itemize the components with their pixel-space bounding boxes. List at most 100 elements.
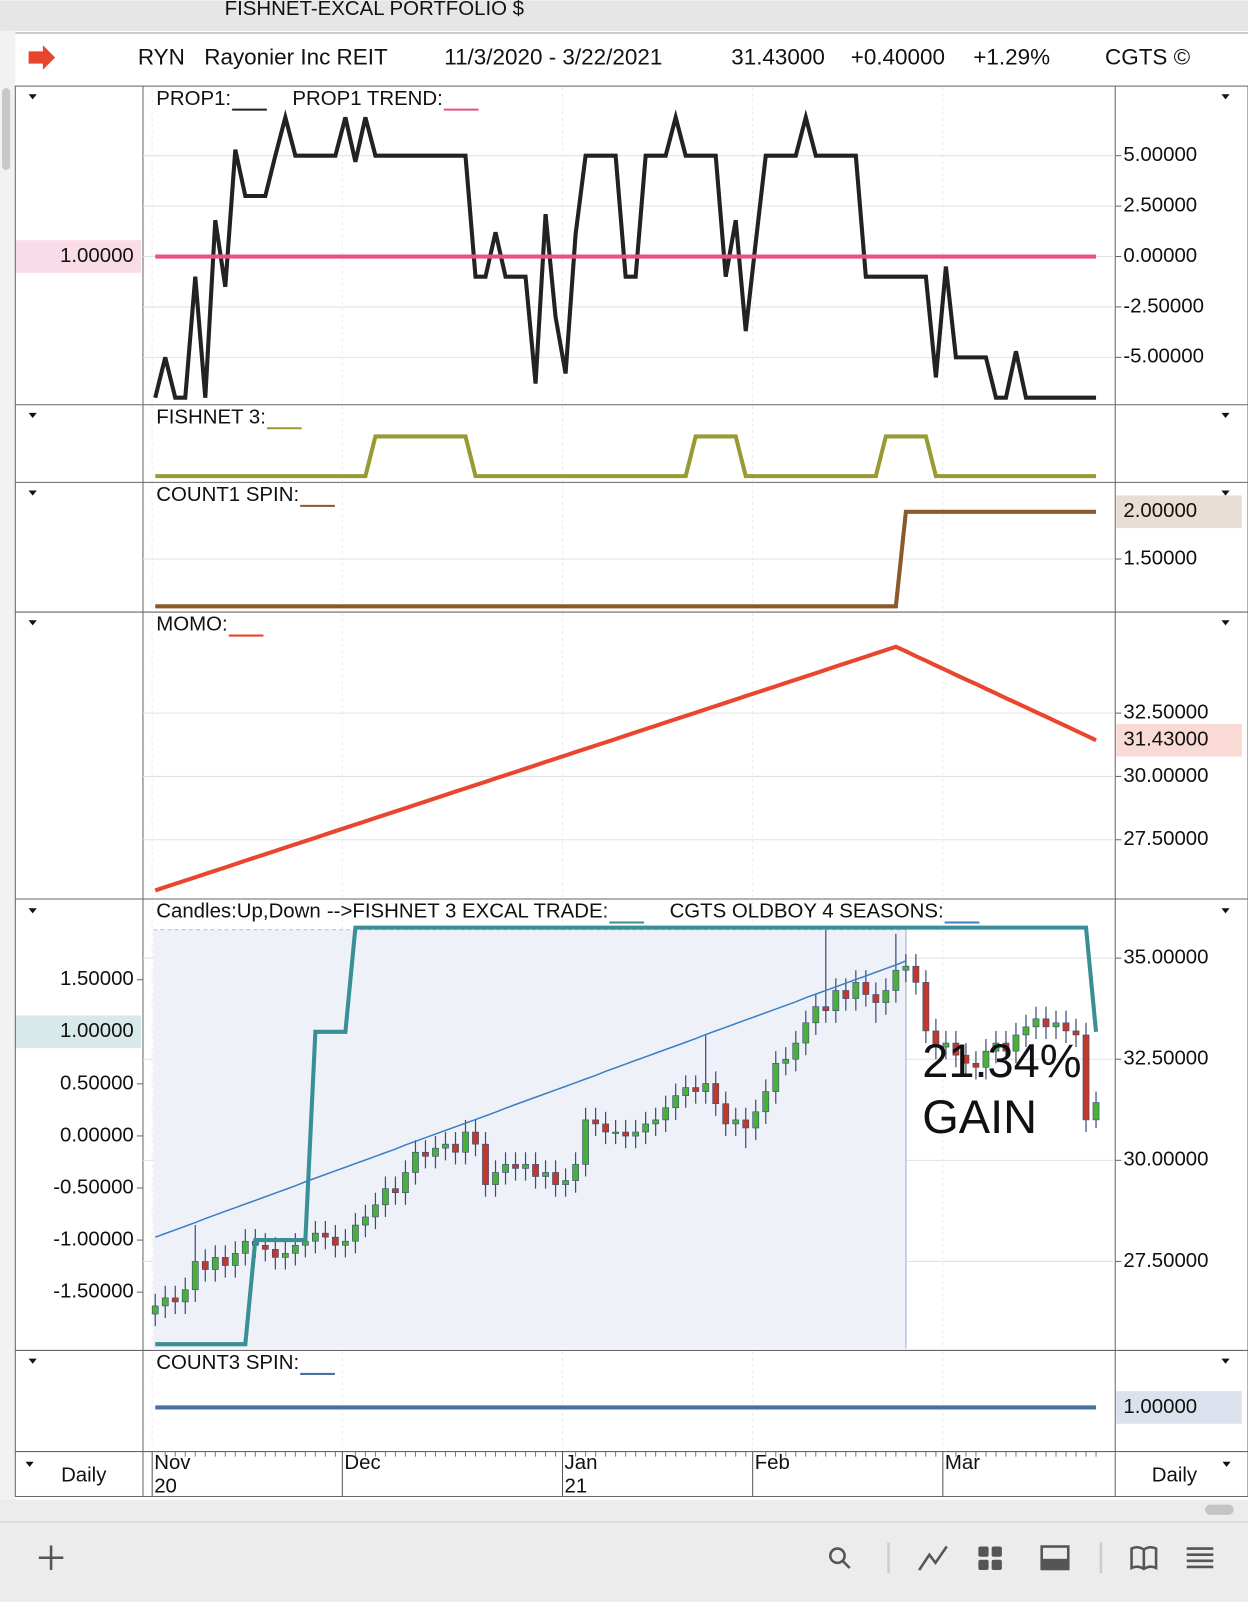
legend-label: Candles: bbox=[156, 901, 237, 923]
y-tick-label: 0.00000 bbox=[1123, 245, 1197, 267]
value-label-box bbox=[1116, 723, 1242, 757]
grid-cell bbox=[978, 1546, 989, 1557]
candle-body bbox=[382, 1188, 389, 1206]
series-line bbox=[153, 109, 1097, 400]
candle-body bbox=[872, 994, 880, 1003]
candle-body bbox=[151, 1305, 159, 1315]
candle-body bbox=[181, 1289, 189, 1303]
list-button[interactable] bbox=[1186, 1547, 1214, 1569]
period-right[interactable]: Daily bbox=[1152, 1464, 1198, 1486]
grid-button[interactable] bbox=[978, 1546, 1002, 1571]
candle-body bbox=[622, 1131, 630, 1137]
value-label-box bbox=[15, 1015, 141, 1049]
candle-body bbox=[241, 1240, 249, 1254]
candle-body bbox=[201, 1261, 209, 1270]
book-button[interactable] bbox=[1130, 1546, 1158, 1571]
candle-body bbox=[772, 1062, 780, 1092]
series-line bbox=[155, 925, 1099, 1347]
x-tick-label: Jan bbox=[565, 1452, 598, 1474]
candle-body bbox=[782, 1058, 790, 1064]
y-tick-label: 32.50000 bbox=[1123, 1048, 1208, 1070]
candle-body bbox=[211, 1257, 219, 1270]
panel-menu-icon[interactable] bbox=[1221, 412, 1230, 419]
candle-body bbox=[402, 1172, 409, 1193]
candle-body bbox=[552, 1172, 559, 1185]
candle-body bbox=[722, 1103, 730, 1125]
last-price: 31.43000 bbox=[731, 44, 825, 69]
scrollbar[interactable] bbox=[2, 88, 11, 170]
candle-body bbox=[792, 1042, 800, 1060]
h-scrollbar[interactable] bbox=[1205, 1504, 1234, 1515]
candle-body bbox=[672, 1095, 680, 1109]
candle-body bbox=[732, 1119, 740, 1125]
panel-menu-icon[interactable] bbox=[28, 620, 37, 626]
legend-label: FISHNET 3: bbox=[156, 406, 266, 428]
legend-label: MOMO: bbox=[156, 614, 227, 636]
grid-cell bbox=[978, 1559, 989, 1571]
panel-menu-icon[interactable] bbox=[28, 908, 37, 914]
candle-body bbox=[452, 1143, 459, 1153]
search-button[interactable] bbox=[829, 1547, 846, 1565]
series-line bbox=[154, 644, 1097, 893]
y2-tick-label: 1.50000 bbox=[60, 968, 134, 990]
candle-body bbox=[902, 965, 910, 971]
candle-body bbox=[962, 1054, 970, 1064]
candle-body bbox=[612, 1131, 619, 1134]
dropdown-icon[interactable] bbox=[1222, 1461, 1231, 1467]
candle-body bbox=[191, 1261, 199, 1291]
candle-body bbox=[692, 1087, 700, 1092]
candle-body bbox=[582, 1119, 589, 1165]
panel-menu-icon[interactable] bbox=[1221, 94, 1230, 100]
value-label-box bbox=[15, 240, 141, 273]
draw-button[interactable] bbox=[918, 1545, 948, 1571]
legend-label: -->FISHNET 3 EXCAL TRADE: bbox=[327, 901, 608, 923]
panel-menu-icon[interactable] bbox=[1221, 1358, 1230, 1364]
candle-body bbox=[342, 1240, 349, 1246]
candle-body bbox=[472, 1131, 479, 1145]
candle-body bbox=[642, 1123, 650, 1133]
arrow-icon[interactable] bbox=[28, 45, 56, 70]
panel-menu-icon[interactable] bbox=[1221, 908, 1230, 914]
candle-body bbox=[171, 1297, 179, 1303]
toolbar bbox=[0, 1499, 1248, 1602]
toolbar-icons bbox=[38, 1542, 1214, 1574]
x-tick-label: Dec bbox=[344, 1452, 380, 1474]
gain-annotation: 21.34% bbox=[922, 1034, 1081, 1087]
candle-body bbox=[352, 1224, 359, 1242]
candle-body bbox=[812, 1006, 820, 1024]
dropdown-icon[interactable] bbox=[25, 1461, 34, 1467]
x-year-label: 20 bbox=[154, 1476, 177, 1498]
candle-body bbox=[311, 1232, 319, 1242]
candle-body bbox=[972, 1062, 980, 1068]
add-button[interactable] bbox=[38, 1545, 64, 1571]
y-tick-label: 30.00000 bbox=[1123, 1149, 1208, 1171]
candle-body bbox=[542, 1172, 549, 1177]
legend-label: COUNT1 SPIN: bbox=[156, 484, 299, 506]
candle-body bbox=[862, 982, 870, 995]
period-left[interactable]: Daily bbox=[61, 1464, 107, 1486]
panel-menu-icon[interactable] bbox=[28, 490, 37, 496]
legend-label: Up bbox=[237, 901, 263, 923]
legend-label: PROP1: bbox=[156, 88, 231, 110]
candle-body bbox=[822, 1006, 830, 1011]
candle-body bbox=[432, 1147, 439, 1157]
date-range: 11/3/2020 - 3/22/2021 bbox=[444, 44, 662, 69]
y-tick-label: 27.50000 bbox=[1123, 1250, 1208, 1272]
candle-body bbox=[892, 969, 900, 991]
candle-body bbox=[1072, 1030, 1080, 1036]
panel-menu-icon[interactable] bbox=[1221, 490, 1230, 496]
panel-menu-icon[interactable] bbox=[28, 1358, 37, 1364]
y-tick-label: 27.50000 bbox=[1123, 828, 1208, 850]
y2-tick-label: 0.00000 bbox=[60, 1124, 134, 1146]
candle-body bbox=[802, 1022, 810, 1044]
y-tick-label: 32.50000 bbox=[1123, 702, 1208, 724]
panel-menu-icon[interactable] bbox=[1221, 620, 1230, 626]
gain-annotation: GAIN bbox=[922, 1090, 1037, 1143]
panel-menu-icon[interactable] bbox=[28, 412, 37, 419]
series-line bbox=[154, 960, 907, 1238]
panel-separators bbox=[15, 94, 1248, 1453]
panel-menu-icon[interactable] bbox=[28, 94, 37, 100]
panel-button[interactable] bbox=[1040, 1545, 1070, 1571]
